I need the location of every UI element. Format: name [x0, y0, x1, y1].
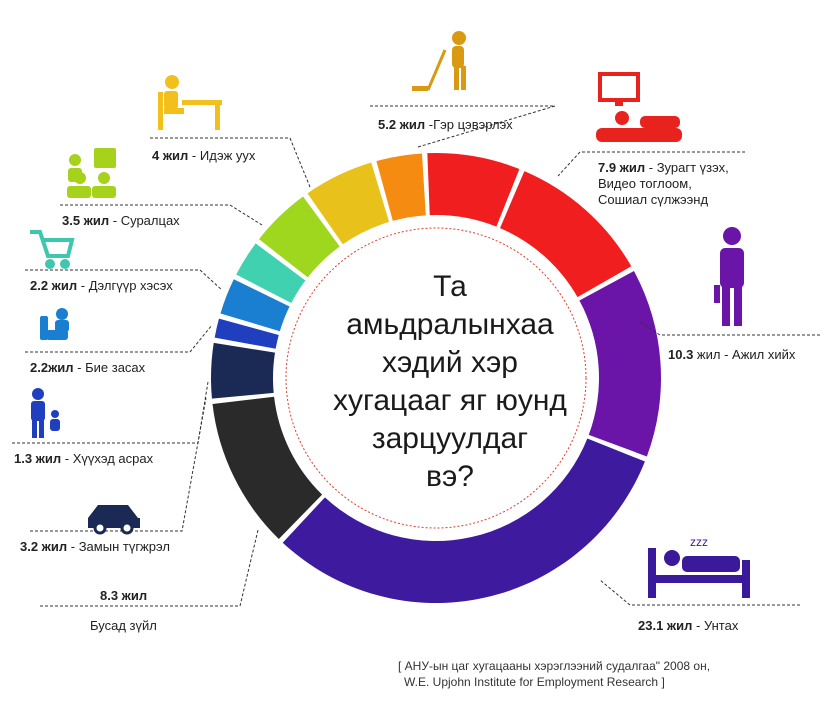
svg-text:zzz: zzz: [690, 535, 708, 549]
donut-segment-tv: [500, 171, 632, 298]
toilet-person-icon: [40, 308, 69, 340]
donut-segment-toilet: [220, 279, 290, 332]
donut-segment-cleaning_orange: [376, 153, 426, 221]
label-commute: 3.2 жил - Замын түгжрэл: [20, 539, 170, 555]
label-other-value: 8.3 жил: [100, 588, 147, 604]
value-label: 3.5 жил: [62, 213, 110, 228]
label-tv: 7.9 жил - Зурагт үзэх, Видео тоглоом, Со…: [598, 160, 729, 208]
label-sleep: 23.1 жил - Унтах: [638, 618, 738, 634]
leader-line-work: [639, 321, 820, 336]
donut-ring: [210, 153, 662, 603]
title-line: Та: [433, 270, 467, 303]
value-label: 8.3 жил: [100, 588, 148, 603]
title-line: вэ?: [426, 460, 474, 493]
leader-line-shopping: [25, 269, 223, 291]
leader-line-study: [60, 204, 263, 226]
shopping-cart-icon: [30, 230, 75, 269]
leader-line-cleaning: [370, 105, 556, 148]
title-line: зарцуулдаг: [371, 422, 529, 455]
donut-segment-commute: [210, 342, 275, 399]
donut-segment-childcare: [214, 318, 279, 349]
value-label: 7.9 жил: [598, 160, 646, 175]
page-title: Та амьдралынхаа хэдий хэр хугацааг яг юу…: [300, 268, 600, 496]
label-study: 3.5 жил - Суралцах: [62, 213, 180, 229]
category-label: - Дэлгүүр хэсэх: [77, 278, 173, 293]
donut-segment-sleep: [282, 438, 645, 603]
donut-segment-cleaning: [427, 153, 520, 227]
label-other: Бусад зүйл: [90, 618, 157, 634]
category-label: Бусад зүйл: [90, 618, 157, 633]
leader-line-commute: [30, 397, 207, 532]
donut-segment-study: [258, 196, 340, 278]
donut-segment-eating: [307, 162, 390, 245]
donut-segment-other: [212, 396, 323, 539]
value-label: 10.3: [668, 347, 694, 362]
classroom-icon: [67, 148, 116, 198]
leader-line-tv: [557, 151, 745, 177]
standing-worker-icon: [714, 227, 744, 326]
label-eating: 4 жил - Идэж уух: [152, 148, 255, 164]
value-label: 2.2 жил: [30, 278, 78, 293]
category-label: - Идэж уух: [188, 148, 256, 163]
category-label-line3: Сошиал сүлжээнд: [598, 192, 709, 207]
donut-segment-shopping: [236, 243, 306, 304]
category-label: - Хүүхэд асрах: [61, 451, 154, 466]
source-note: [ АНУ-ын цаг хугацааны хэрэглээний судал…: [398, 658, 710, 690]
source-line: [ АНУ-ын цаг хугацааны хэрэглээний судал…: [398, 659, 711, 673]
value-label: 5.2 жил: [378, 117, 426, 132]
parent-child-icon: [31, 388, 60, 438]
donut-segment-work: [579, 271, 662, 457]
leader-lines: [12, 105, 820, 607]
value-label: 3.2 жил: [20, 539, 68, 554]
tv-watching-icon: [596, 72, 682, 142]
eating-at-table-icon: [158, 75, 222, 130]
bed-sleeping-icon: zzz: [648, 535, 750, 598]
label-toilet: 2.2жил - Бие засах: [30, 360, 145, 376]
category-label: жил - Ажил хийх: [693, 347, 796, 362]
title-line: хугацааг яг юунд: [333, 384, 567, 417]
leader-line-toilet: [25, 324, 213, 353]
label-childcare: 1.3 жил - Хүүхэд асрах: [14, 451, 153, 467]
leader-line-other: [40, 529, 259, 607]
value-label: 1.3 жил: [14, 451, 62, 466]
car-icon: [88, 505, 140, 535]
value-label: 4 жил: [152, 148, 189, 163]
title-line: амьдралынхаа: [346, 308, 554, 341]
category-label: - Унтах: [692, 618, 739, 633]
category-label: - Замын түгжрэл: [67, 539, 170, 554]
label-cleaning: 5.2 жил -Гэр цэвэрлэх: [378, 117, 513, 133]
leader-line-sleep: [599, 579, 800, 606]
label-shopping: 2.2 жил - Дэлгүүр хэсэх: [30, 278, 173, 294]
value-label: 23.1 жил: [638, 618, 693, 633]
category-label: -Гэр цэвэрлэх: [425, 117, 513, 132]
broom-person-icon: [412, 31, 466, 91]
category-label-line2: Видео тоглоом,: [598, 176, 692, 191]
title-line: хэдий хэр: [382, 346, 518, 379]
category-label: - Бие засах: [73, 360, 146, 375]
label-work: 10.3 жил - Ажил хийх: [668, 347, 795, 363]
category-label: - Зурагт үзэх,: [645, 160, 729, 175]
leader-line-eating: [150, 137, 311, 188]
source-line: W.E. Upjohn Institute for Employment Res…: [404, 675, 665, 689]
inner-dotted-circle: [285, 227, 587, 529]
value-label: 2.2жил: [30, 360, 74, 375]
category-label: - Суралцах: [109, 213, 180, 228]
